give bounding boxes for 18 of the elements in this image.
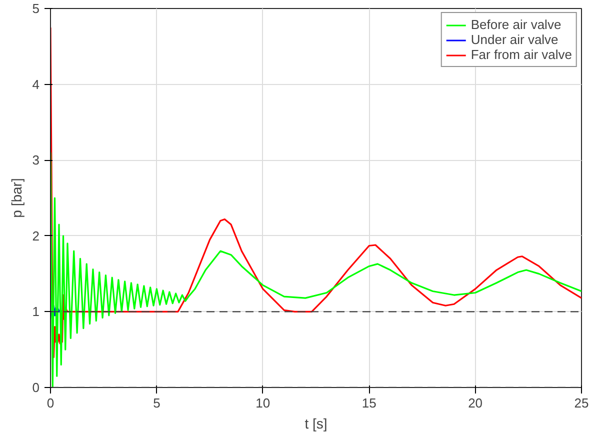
legend-label: Far from air valve xyxy=(470,47,572,62)
y-tick-label: 0 xyxy=(32,380,40,395)
y-tick-label: 1 xyxy=(32,304,40,320)
x-tick-label: 0 xyxy=(46,396,54,410)
y-tick-label: 4 xyxy=(32,76,40,92)
y-tick-label: 5 xyxy=(32,1,40,16)
y-axis-title: p [bar] xyxy=(8,178,24,218)
x-tick-label: 15 xyxy=(362,396,376,410)
y-tick-label: 3 xyxy=(32,152,40,168)
x-tick-label: 10 xyxy=(256,396,270,410)
legend-label: Under air valve xyxy=(470,32,558,47)
y-tick-label: 2 xyxy=(32,228,40,244)
x-tick-label: 5 xyxy=(153,396,160,410)
legend-label: Before air valve xyxy=(470,17,562,32)
x-tick-label: 20 xyxy=(468,396,483,410)
line-series xyxy=(50,152,582,388)
x-axis-title: t [s] xyxy=(304,416,328,432)
x-tick-label: 25 xyxy=(574,396,589,410)
